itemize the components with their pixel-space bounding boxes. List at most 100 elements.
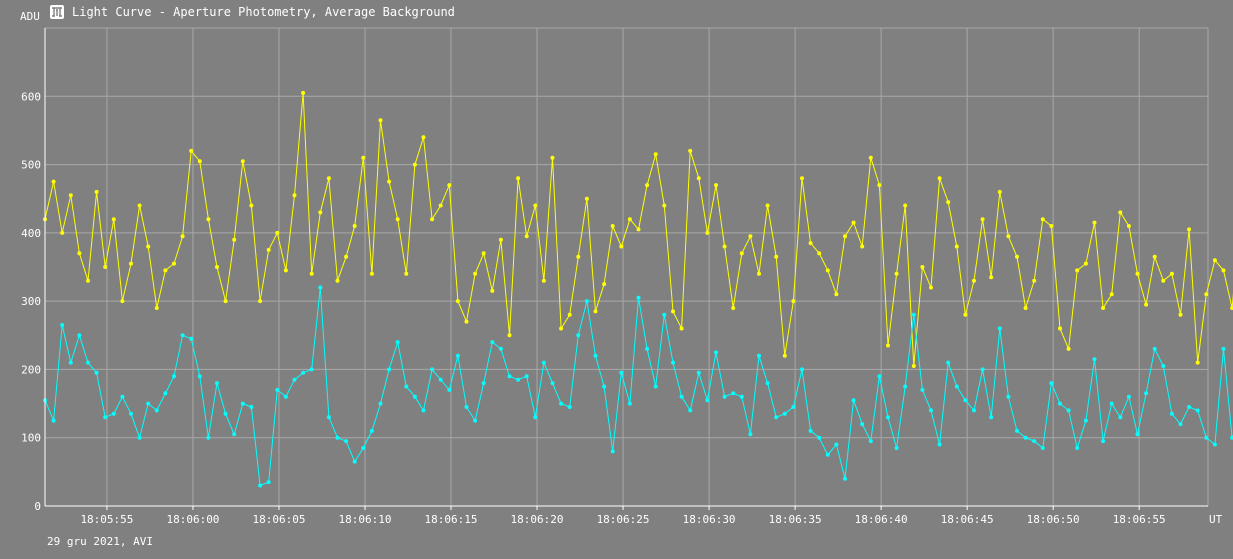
data-point bbox=[997, 189, 1002, 194]
data-point bbox=[1178, 422, 1183, 427]
data-point bbox=[438, 203, 443, 208]
data-point bbox=[111, 411, 116, 416]
data-point bbox=[352, 459, 357, 464]
y-tick-label: 300 bbox=[21, 295, 41, 308]
data-point bbox=[309, 271, 314, 276]
data-point bbox=[1049, 224, 1054, 228]
data-point bbox=[688, 408, 693, 413]
data-point bbox=[197, 159, 202, 164]
data-point bbox=[1015, 254, 1019, 259]
data-point bbox=[412, 162, 417, 167]
data-point bbox=[843, 476, 847, 481]
data-point bbox=[206, 217, 211, 222]
data-point bbox=[860, 244, 865, 249]
data-point bbox=[1032, 439, 1037, 444]
data-point bbox=[567, 312, 572, 317]
data-point bbox=[395, 340, 400, 345]
data-point bbox=[886, 415, 890, 420]
data-point bbox=[1221, 346, 1226, 351]
data-point bbox=[120, 299, 125, 304]
data-point bbox=[714, 350, 718, 355]
data-point bbox=[1144, 391, 1149, 396]
data-point bbox=[438, 377, 443, 382]
data-point bbox=[146, 244, 151, 249]
data-point bbox=[782, 353, 787, 358]
data-point bbox=[275, 387, 280, 392]
data-point bbox=[662, 203, 667, 208]
data-point bbox=[1204, 435, 1209, 440]
data-point bbox=[610, 224, 615, 228]
series-line bbox=[44, 92, 1233, 367]
data-point bbox=[774, 254, 779, 259]
data-point bbox=[481, 381, 486, 386]
data-point bbox=[189, 336, 194, 341]
data-point bbox=[507, 333, 512, 338]
data-point bbox=[1049, 381, 1054, 386]
data-point bbox=[326, 415, 331, 420]
data-point bbox=[645, 346, 650, 351]
data-point bbox=[825, 452, 830, 457]
data-point bbox=[1075, 268, 1080, 273]
data-point bbox=[94, 189, 99, 194]
data-point bbox=[344, 439, 349, 444]
data-point bbox=[68, 360, 73, 365]
data-point bbox=[60, 323, 65, 327]
data-point bbox=[696, 370, 701, 375]
data-point bbox=[1083, 418, 1088, 423]
data-point bbox=[146, 401, 151, 406]
data-point bbox=[180, 333, 185, 338]
data-point bbox=[954, 384, 959, 389]
data-point bbox=[791, 405, 796, 409]
data-point bbox=[206, 435, 211, 440]
data-point bbox=[584, 299, 589, 304]
data-point bbox=[154, 408, 159, 413]
x-axis-label: UT bbox=[1209, 513, 1223, 526]
data-point bbox=[86, 360, 90, 365]
data-point bbox=[765, 203, 770, 208]
app-logo-icon bbox=[50, 5, 64, 19]
data-point bbox=[352, 224, 357, 228]
data-point bbox=[421, 408, 426, 413]
data-point bbox=[1040, 446, 1045, 450]
data-point bbox=[232, 237, 237, 242]
footer-date-label: 29 gru 2021, AVI bbox=[47, 535, 153, 548]
data-point bbox=[834, 442, 839, 447]
data-point bbox=[1135, 271, 1140, 276]
data-point bbox=[51, 418, 56, 423]
data-point bbox=[954, 244, 959, 249]
data-point bbox=[980, 367, 985, 372]
data-point bbox=[868, 439, 873, 444]
data-point bbox=[516, 176, 521, 181]
data-point bbox=[369, 428, 374, 433]
x-tick-label: 18:06:40 bbox=[855, 513, 908, 526]
data-point bbox=[473, 271, 478, 276]
data-point bbox=[77, 333, 82, 338]
data-point bbox=[1092, 357, 1097, 362]
data-point bbox=[989, 415, 994, 420]
data-point bbox=[688, 148, 693, 153]
series-line bbox=[44, 287, 1233, 487]
data-point bbox=[301, 370, 306, 375]
data-point bbox=[929, 408, 933, 413]
data-point bbox=[748, 432, 753, 437]
data-point bbox=[335, 435, 340, 440]
data-point bbox=[421, 135, 426, 140]
data-point bbox=[68, 193, 73, 198]
data-point bbox=[120, 394, 125, 399]
data-point bbox=[1118, 415, 1123, 420]
data-point bbox=[671, 309, 675, 314]
data-point bbox=[197, 374, 202, 379]
data-point bbox=[490, 288, 495, 293]
data-point bbox=[1109, 401, 1114, 406]
data-point bbox=[868, 155, 873, 160]
data-point bbox=[103, 415, 108, 420]
data-point bbox=[369, 271, 374, 276]
data-point bbox=[550, 381, 555, 386]
data-point bbox=[1032, 278, 1037, 283]
data-point bbox=[326, 176, 331, 181]
data-point bbox=[1230, 435, 1233, 440]
data-point bbox=[886, 343, 890, 348]
data-point bbox=[757, 271, 761, 276]
data-point bbox=[989, 275, 994, 280]
y-tick-label: 0 bbox=[34, 500, 41, 513]
